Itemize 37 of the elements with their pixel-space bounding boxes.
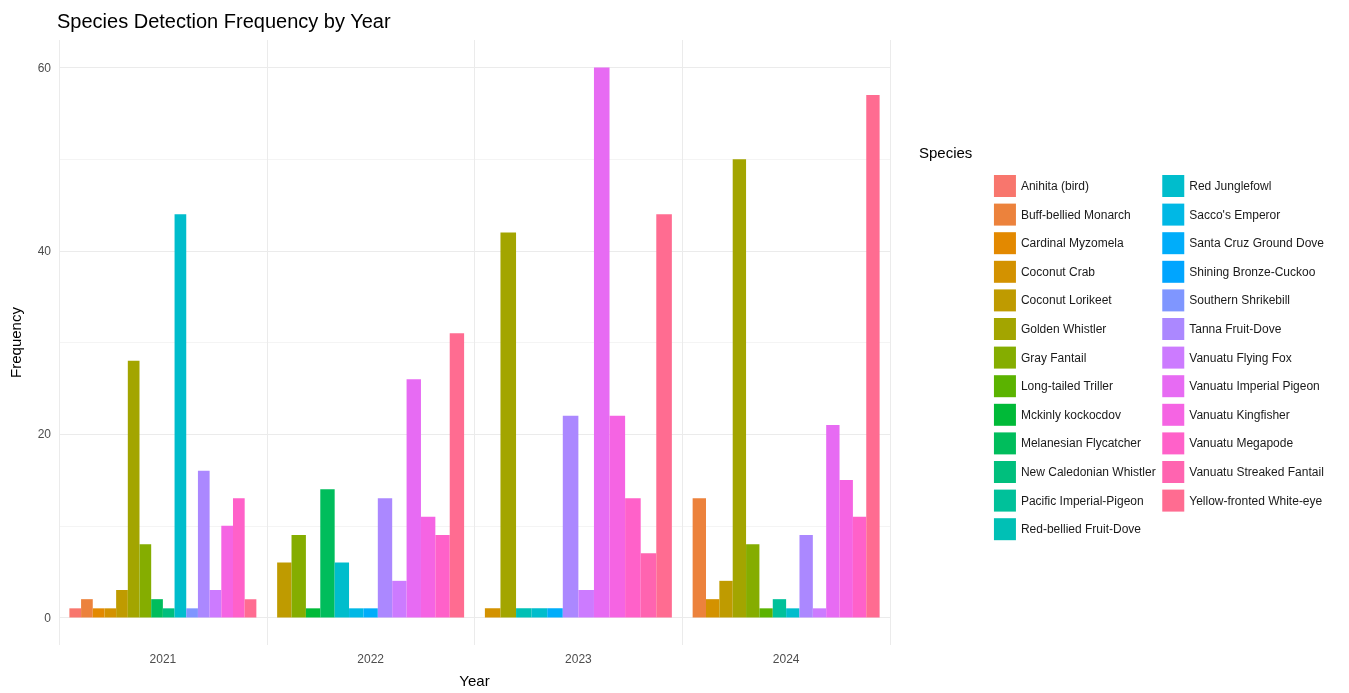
legend-label: Cardinal Myzomela bbox=[1020, 236, 1124, 251]
legend-label: Vanuatu Kingfisher bbox=[1189, 407, 1290, 422]
legend-label: Sacco's Emperor bbox=[1189, 207, 1281, 222]
y-tick-label: 40 bbox=[37, 243, 52, 258]
legend-label: Vanuatu Flying Fox bbox=[1189, 350, 1292, 365]
legend-label: Santa Cruz Ground Dove bbox=[1189, 236, 1325, 251]
x-tick-label: 2022 bbox=[357, 652, 385, 666]
y-tick-label: 0 bbox=[44, 610, 52, 625]
legend-label: Melanesian Flycatcher bbox=[1020, 436, 1141, 451]
chart-title: Species Detection Frequency by Year bbox=[57, 10, 391, 32]
y-tick-label: 20 bbox=[37, 427, 52, 442]
legend-label: Vanuatu Megapode bbox=[1189, 436, 1294, 451]
legend-label: Golden Whistler bbox=[1020, 322, 1107, 336]
legend-label: Gray Fantail bbox=[1020, 350, 1087, 365]
legend-label: Red-bellied Fruit-Dove bbox=[1020, 522, 1142, 537]
legend-label: Mckinly kockocdov bbox=[1020, 407, 1121, 422]
y-tick-label: 60 bbox=[37, 60, 52, 75]
legend-label: Vanuatu Streaked Fantail bbox=[1189, 465, 1324, 479]
legend-label: Southern Shrikebill bbox=[1189, 293, 1290, 308]
legend-label: Pacific Imperial-Pigeon bbox=[1020, 493, 1144, 508]
legend-label: Buff-bellied Monarch bbox=[1020, 207, 1131, 222]
legend-label: Yellow-fronted White-eye bbox=[1189, 493, 1323, 508]
legend-title: Species bbox=[919, 144, 973, 161]
legend-label: Coconut Crab bbox=[1020, 264, 1096, 279]
legend-label: Tanna Fruit-Dove bbox=[1189, 322, 1282, 336]
x-tick-label: 2024 bbox=[772, 652, 800, 666]
legend-label: New Caledonian Whistler bbox=[1020, 465, 1156, 479]
legend-label: Long-tailed Triller bbox=[1020, 379, 1113, 394]
legend-label: Red Junglefowl bbox=[1189, 179, 1272, 193]
x-tick-label: 2023 bbox=[565, 652, 593, 666]
legend-label: Coconut Lorikeet bbox=[1020, 293, 1113, 308]
x-tick-label: 2021 bbox=[149, 652, 177, 666]
legend-label: Shining Bronze-Cuckoo bbox=[1189, 264, 1316, 279]
x-axis-title: Year bbox=[459, 672, 490, 689]
y-axis-title: Frequency bbox=[7, 306, 24, 378]
legend-label: Anihita (bird) bbox=[1020, 179, 1089, 193]
legend-label: Vanuatu Imperial Pigeon bbox=[1189, 379, 1320, 394]
